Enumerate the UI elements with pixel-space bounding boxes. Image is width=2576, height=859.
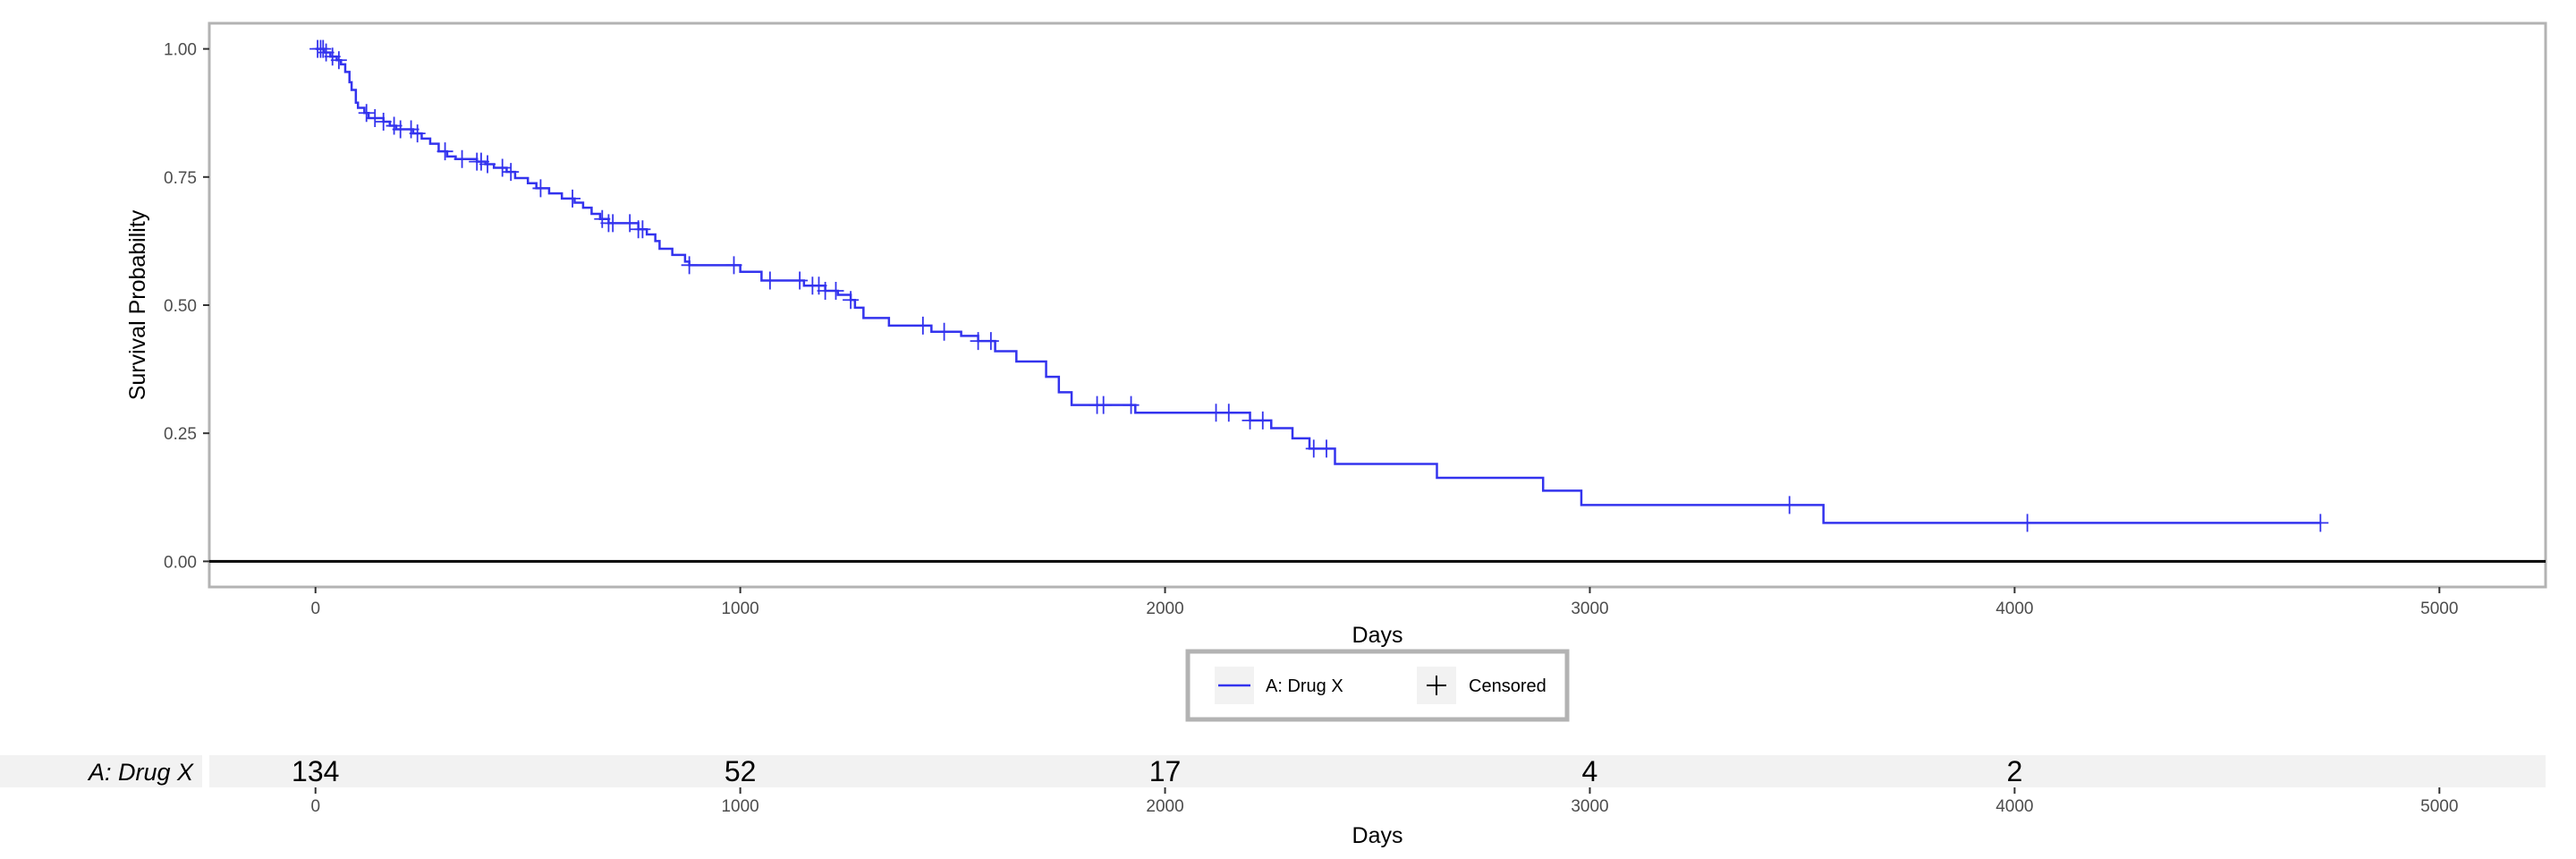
censor-mark (936, 322, 953, 341)
y-tick-label: 1.00 (164, 41, 197, 60)
legend-label-drug-x: A: Drug X (1266, 676, 1343, 696)
censor-mark (503, 163, 520, 182)
censor-mark (367, 108, 384, 127)
censor-mark (386, 116, 402, 135)
censor-mark (564, 189, 581, 208)
survival-plot-panel: 0.00 0.25 0.50 0.75 1.00 0 1000 2000 3000 4000 50… (125, 21, 2547, 648)
censor-mark (315, 39, 332, 58)
risk-x-tick-label: 5000 (2420, 797, 2458, 816)
censor-mark (681, 256, 698, 275)
y-axis-title: Survival Probability (125, 209, 150, 400)
censor-mark (358, 104, 375, 123)
censor-mark (827, 281, 844, 300)
x-tick-label: 5000 (2420, 600, 2458, 618)
censor-mark (318, 43, 335, 62)
risk-table-x-axis-title: Days (1352, 823, 1403, 848)
censor-mark (634, 220, 651, 239)
x-axis-title: Days (1352, 623, 1403, 648)
censor-mark (605, 214, 622, 233)
x-tick-label: 4000 (1996, 600, 2033, 618)
risk-row-label: A: Drug X (87, 759, 194, 786)
risk-count: 4 (1582, 755, 1598, 787)
risk-x-tick-label: 4000 (1996, 797, 2033, 816)
censor-mark (982, 332, 999, 351)
censor-mark (914, 316, 931, 335)
risk-row-background (209, 755, 2546, 787)
censor-mark (2312, 514, 2329, 532)
y-axis: 0.00 0.25 0.50 0.75 1.00 (164, 41, 209, 572)
censor-mark (622, 214, 639, 233)
risk-count: 134 (292, 755, 339, 787)
censor-mark (532, 179, 549, 198)
censor-mark (725, 256, 742, 275)
censor-mark (472, 152, 489, 171)
risk-x-tick-label: 1000 (721, 797, 758, 816)
plot-layer (209, 39, 2546, 563)
censor-mark (761, 271, 778, 290)
y-tick-label: 0.25 (164, 425, 197, 444)
censor-mark (453, 149, 470, 168)
risk-count: 2 (2006, 755, 2022, 787)
risk-x-tick-label: 2000 (1146, 797, 1183, 816)
censor-mark (324, 47, 341, 66)
risk-counts: 134 52 17 4 2 (292, 755, 2022, 787)
censor-mark (1123, 395, 1140, 414)
risk-x-tick-label: 0 (310, 797, 320, 816)
censor-mark (594, 209, 611, 228)
risk-count: 17 (1149, 755, 1182, 787)
censor-mark (1254, 411, 1271, 430)
censor-mark (1095, 395, 1112, 414)
censor-mark (494, 158, 511, 177)
x-tick-label: 3000 (1571, 600, 1608, 618)
number-at-risk-table: A: Drug X 134 52 17 4 2 0 1000 2000 3000 4000 500… (0, 755, 2546, 848)
censor-mark (375, 112, 392, 131)
censor-mark (479, 155, 496, 174)
censor-mark (330, 51, 347, 70)
censor-mark (2019, 514, 2036, 532)
censor-mark (792, 271, 809, 290)
y-tick-label: 0.75 (164, 169, 197, 188)
legend-item-drug-x: A: Drug X (1215, 667, 1343, 704)
risk-row-label-background (0, 755, 202, 787)
risk-x-tick-label: 3000 (1571, 797, 1608, 816)
x-tick-label: 1000 (721, 600, 758, 618)
censor-mark (409, 124, 426, 143)
y-tick-label: 0.00 (164, 553, 197, 572)
legend: A: Drug X Censored (1185, 649, 1570, 722)
risk-table-x-axis: 0 1000 2000 3000 4000 5000 (310, 787, 2458, 816)
y-tick-label: 0.50 (164, 297, 197, 316)
risk-count: 52 (724, 755, 757, 787)
censor-mark (1318, 439, 1335, 458)
censor-mark (810, 276, 827, 295)
censor-mark (843, 291, 860, 310)
censor-mark (436, 142, 453, 161)
x-tick-label: 0 (310, 600, 320, 618)
censor-mark (1781, 496, 1798, 515)
legend-label-censored: Censored (1469, 676, 1546, 696)
plot-panel-border (208, 21, 2547, 589)
x-tick-label: 2000 (1146, 600, 1183, 618)
legend-item-censored: Censored (1417, 667, 1546, 704)
plus-icon (1427, 676, 1446, 695)
x-axis: 0 1000 2000 3000 4000 5000 (310, 587, 2458, 618)
censor-mark (1220, 404, 1237, 422)
censor-mark (402, 120, 419, 139)
